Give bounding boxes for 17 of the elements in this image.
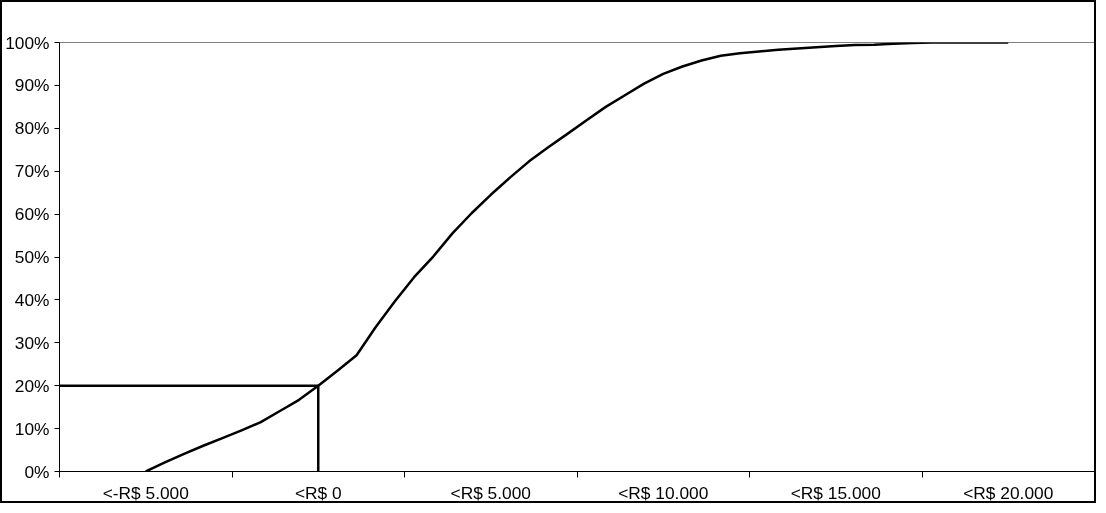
y-tick-label: 0% [24, 461, 50, 482]
y-tick-label: 40% [14, 289, 50, 310]
x-tick-label: <R$ 10.000 [618, 482, 709, 503]
y-tick-label: 20% [14, 375, 50, 396]
y-tick-label: 70% [14, 161, 50, 182]
x-tick-label: <R$ 5.000 [450, 482, 531, 503]
x-tick-label: <R$ 20.000 [963, 482, 1054, 503]
y-tick-label: 90% [14, 75, 50, 96]
y-tick-label: 60% [14, 204, 50, 225]
y-tick-label: 100% [5, 32, 50, 53]
y-tick-label: 30% [14, 332, 50, 353]
x-tick-label: <R$ 15.000 [790, 482, 881, 503]
x-tick-label: <R$ 0 [294, 482, 342, 503]
x-tick-label: <-R$ 5.000 [102, 482, 189, 503]
y-tick-label: 80% [14, 118, 50, 139]
y-tick-label: 50% [14, 247, 50, 267]
y-tick-label: 10% [14, 418, 50, 439]
